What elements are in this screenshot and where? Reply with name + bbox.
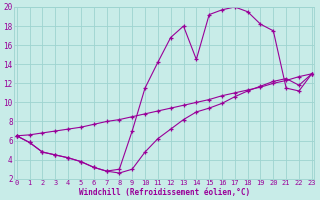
X-axis label: Windchill (Refroidissement éolien,°C): Windchill (Refroidissement éolien,°C) bbox=[79, 188, 250, 197]
